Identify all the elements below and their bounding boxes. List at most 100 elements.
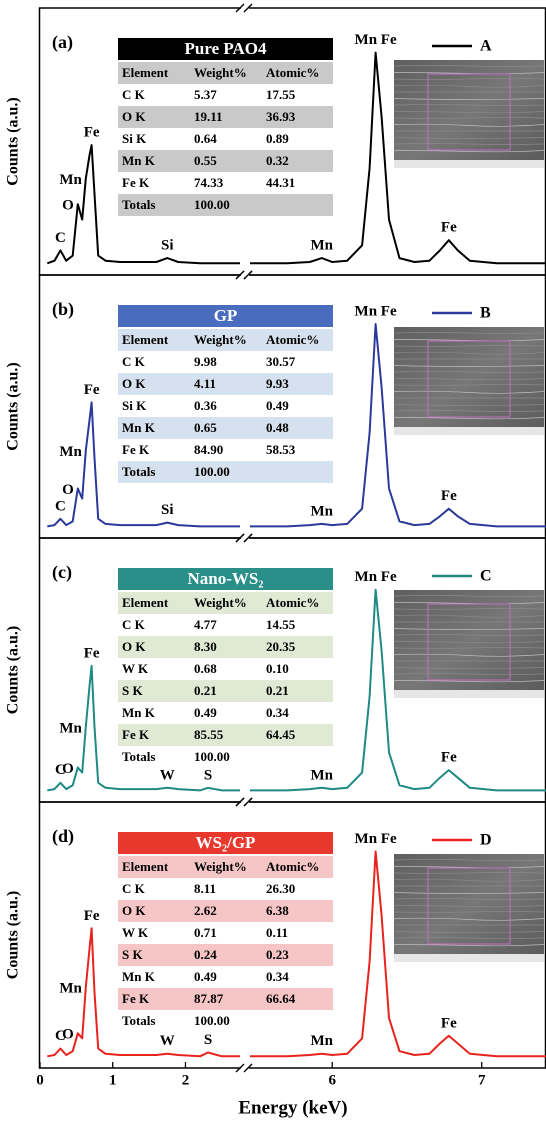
peak-label: Mn — [59, 444, 82, 460]
peak-label: O — [62, 1027, 74, 1043]
peak-label: Si — [161, 502, 174, 518]
peak-label: O — [62, 482, 74, 498]
sem-texture — [393, 892, 545, 894]
peak-label: Fe — [84, 125, 100, 141]
peak-label: C — [55, 498, 66, 514]
sem-texture — [393, 410, 545, 412]
axis-break-mark — [243, 3, 253, 13]
table-cell: Atomic% — [266, 65, 319, 80]
axis-break-mark — [235, 797, 245, 807]
table-cell: 0.21 — [266, 683, 289, 698]
y-axis-label: Counts (a.u.) — [5, 97, 22, 185]
table-cell: 0.36 — [194, 398, 217, 413]
sem-texture — [393, 608, 545, 610]
spectrum-line — [47, 323, 546, 528]
axis-break-gap — [241, 800, 249, 804]
table-row-stripe — [118, 417, 333, 439]
table-cell: 0.64 — [194, 131, 217, 146]
table-cell: W K — [122, 925, 149, 940]
table-cell: 6.38 — [266, 903, 289, 918]
axis-break-gap — [241, 273, 249, 277]
table-cell: 0.89 — [266, 131, 289, 146]
table-row-stripe — [118, 106, 333, 128]
y-axis-label: Counts (a.u.) — [5, 362, 22, 450]
axis-break-gap — [241, 6, 249, 10]
table-cell: 4.77 — [194, 617, 217, 632]
table-cell: 26.30 — [266, 881, 295, 896]
sem-texture — [393, 345, 545, 347]
table-cell: Atomic% — [266, 595, 319, 610]
table-cell: Totals — [122, 1013, 155, 1028]
table-cell: 0.23 — [266, 947, 289, 962]
sem-texture — [393, 937, 545, 939]
spectrum-line — [47, 850, 546, 1058]
table-cell: Mn K — [122, 420, 156, 435]
table-cell: O K — [122, 639, 146, 654]
table-cell: Mn K — [122, 705, 156, 720]
table-cell: Mn K — [122, 969, 156, 984]
axis-break-gap — [241, 1066, 249, 1070]
sem-texture — [393, 680, 545, 683]
sem-texture — [393, 653, 545, 657]
table-cell: Atomic% — [266, 859, 319, 874]
sem-texture — [393, 143, 545, 145]
table-cell: O K — [122, 903, 146, 918]
sem-texture — [393, 641, 545, 644]
peak-label: O — [62, 198, 74, 214]
axis-break-gap — [241, 536, 249, 540]
peak-label: Si — [161, 238, 174, 254]
table-row-stripe — [118, 724, 333, 746]
peak-label: Fe — [84, 908, 100, 924]
sem-texture — [393, 98, 545, 100]
table-cell: Element — [122, 65, 169, 80]
table-header-bg — [118, 832, 333, 854]
peak-label: Mn — [59, 172, 82, 188]
panel-label: (a) — [52, 32, 73, 53]
peak-label: Fe — [441, 749, 457, 765]
sem-texture — [393, 351, 545, 355]
table-cell: 0.10 — [266, 661, 289, 676]
sem-texture — [393, 371, 545, 373]
table-cell: 85.55 — [194, 727, 224, 742]
table-title: GP — [214, 306, 238, 325]
table-cell: 0.71 — [194, 925, 217, 940]
table-cell: 0.49 — [194, 969, 217, 984]
table-header-bg — [118, 38, 333, 60]
sem-texture — [393, 917, 545, 921]
table-cell: 0.49 — [194, 705, 217, 720]
peak-label: Mn — [311, 767, 334, 783]
table-cell: 19.11 — [194, 109, 223, 124]
peak-label: Fe — [441, 220, 457, 236]
table-cell: 87.87 — [194, 991, 224, 1006]
panel-label: (c) — [52, 562, 72, 583]
sem-texture — [393, 647, 545, 649]
sem-spectrum-box — [427, 867, 511, 945]
table-title: WS₂/GP — [196, 833, 256, 852]
table-cell: O K — [122, 376, 146, 391]
sem-scalebar-strip — [394, 954, 544, 962]
sem-texture — [393, 365, 545, 367]
table-cell: Weight% — [194, 332, 247, 347]
x-tick-label: 0 — [36, 1072, 44, 1088]
peak-label: Mn — [311, 503, 334, 519]
axis-break-mark — [235, 1063, 245, 1073]
table-row-stripe — [118, 461, 333, 483]
peak-label: W — [160, 767, 175, 783]
table-cell: Totals — [122, 464, 155, 479]
table-cell: Mn K — [122, 153, 156, 168]
table-row-stripe — [118, 636, 333, 658]
table-cell: S K — [122, 947, 143, 962]
table-cell: Fe K — [122, 727, 150, 742]
table-row-stripe — [118, 329, 333, 351]
table-cell: 30.57 — [266, 354, 296, 369]
x-tick-label: 7 — [478, 1072, 486, 1088]
peak-label: O — [62, 761, 74, 777]
table-row-stripe — [118, 373, 333, 395]
spectrum-line — [46, 51, 546, 265]
sem-texture — [393, 404, 545, 406]
table-cell: 0.34 — [266, 969, 289, 984]
table-cell: S K — [122, 683, 143, 698]
table-cell: 8.30 — [194, 639, 217, 654]
axis-break-mark — [243, 797, 253, 807]
